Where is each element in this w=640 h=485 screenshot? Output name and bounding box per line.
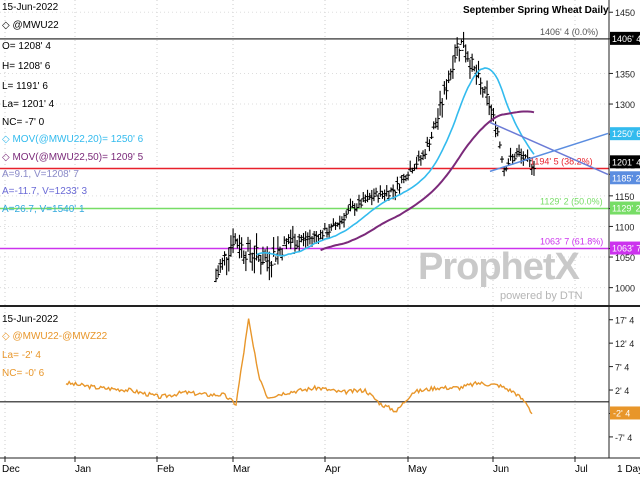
price-tag-label: 1185' 2 — [612, 173, 640, 183]
ohlc-last: La= 1201' 4 — [2, 99, 55, 110]
fib-level-label: 1129' 2 (50.0%) — [540, 197, 603, 207]
ma20-line — [256, 67, 535, 257]
upper-date-label: 15-Jun-2022 — [2, 2, 59, 13]
uptrend-line — [489, 132, 609, 173]
trend-stat-1: A=9.1, V=1208' 7 — [2, 169, 79, 180]
lower-y-tick-label: 7' 4 — [615, 363, 629, 373]
upper-symbol-text: @MWU22 — [12, 20, 59, 31]
trend-stat-2: A=-11.7, V=1233' 3 — [2, 186, 88, 197]
y-tick-label: 1100 — [615, 222, 634, 232]
ohlc-open: O= 1208' 4 — [2, 41, 51, 52]
price-tag — [610, 31, 640, 45]
price-tag — [610, 241, 640, 255]
price-tag-label: 1250' 6 — [612, 129, 640, 139]
x-label-dec: Dec — [2, 464, 20, 475]
spread-price-tag — [610, 406, 640, 420]
downtrend-line — [489, 121, 609, 176]
fib-level-label: 1406' 4 (0.0%) — [540, 27, 598, 37]
price-tag-label: 1201' 4 — [612, 157, 640, 167]
x-label-jan: Jan — [75, 464, 92, 475]
lower-y-tick-label: 17' 4 — [615, 316, 634, 326]
chart-title: September Spring Wheat Daily — [463, 5, 609, 16]
diamond-icon: ◇ — [2, 331, 13, 342]
x-label-jul: Jul — [575, 464, 588, 475]
lower-date-label: 15-Jun-2022 — [2, 314, 59, 325]
x-label-apr: Apr — [325, 464, 341, 475]
trend-stat-3: A=26.7, V=1540' 1 — [2, 204, 85, 215]
price-tag-label: 1129' 2 — [612, 204, 640, 214]
ma20-legend: ◇ MOV(@MWU22,20)= 1250' 6 — [2, 134, 143, 146]
spread-symbol-text: @MWU22-@MWZ22 — [12, 331, 108, 342]
upper-symbol-label: ◇ @MWU22 — [2, 20, 59, 32]
lower-y-tick-label: -7' 4 — [615, 433, 632, 443]
price-tag-label: 1063' 7 — [612, 244, 640, 254]
ma50-legend-text: MOV(@MWU22,50)= 1209' 5 — [12, 152, 144, 163]
price-tag — [610, 127, 640, 141]
diamond-icon: ◇ — [2, 152, 13, 163]
fib-level-label: 1063' 7 (61.8%) — [540, 237, 603, 247]
price-tag-label: 1406' 4 — [612, 34, 640, 44]
y-tick-label: 1300 — [615, 100, 635, 110]
ohlc-high: H= 1208' 6 — [2, 61, 51, 72]
y-tick-label: 1000 — [615, 284, 635, 294]
price-tag — [610, 201, 640, 215]
diamond-icon: ◇ — [2, 134, 13, 145]
spread-symbol-label: ◇ @MWU22-@MWZ22 — [2, 331, 107, 343]
spread-last: La= -2' 4 — [2, 350, 41, 361]
ma50-legend: ◇ MOV(@MWU22,50)= 1209' 5 — [2, 152, 143, 164]
ohlc-net-change: NC= -7' 0 — [2, 117, 45, 128]
x-label-may: May — [408, 464, 427, 475]
spread-line — [65, 318, 533, 415]
ohlc-low: L= 1191' 6 — [2, 81, 48, 92]
x-interval-label: 1 Day — [617, 464, 640, 475]
spread-net-change: NC= -0' 6 — [2, 368, 45, 379]
y-tick-label: 1450 — [615, 8, 635, 18]
ma20-legend-text: MOV(@MWU22,20)= 1250' 6 — [12, 134, 144, 145]
y-tick-label: 1150 — [615, 192, 634, 202]
price-tag — [610, 155, 640, 169]
price-tag — [610, 171, 640, 185]
y-tick-label: 1050 — [615, 253, 635, 263]
y-tick-label: 1350 — [615, 69, 635, 79]
lower-y-tick-label: 2' 4 — [615, 386, 629, 396]
ma50-line — [320, 110, 535, 252]
lower-y-tick-label: 12' 4 — [615, 339, 634, 349]
diamond-icon: ◇ — [2, 20, 13, 31]
watermark-sub: powered by DTN — [500, 290, 583, 302]
x-label-jun: Jun — [493, 464, 510, 475]
x-label-feb: Feb — [157, 464, 175, 475]
spread-price-tag-label: -2' 4 — [613, 408, 630, 418]
watermark-logo: ProphetX — [418, 246, 580, 288]
x-label-mar: Mar — [233, 464, 251, 475]
fib-level-label: 1194' 5 (38.2%) — [530, 157, 593, 167]
